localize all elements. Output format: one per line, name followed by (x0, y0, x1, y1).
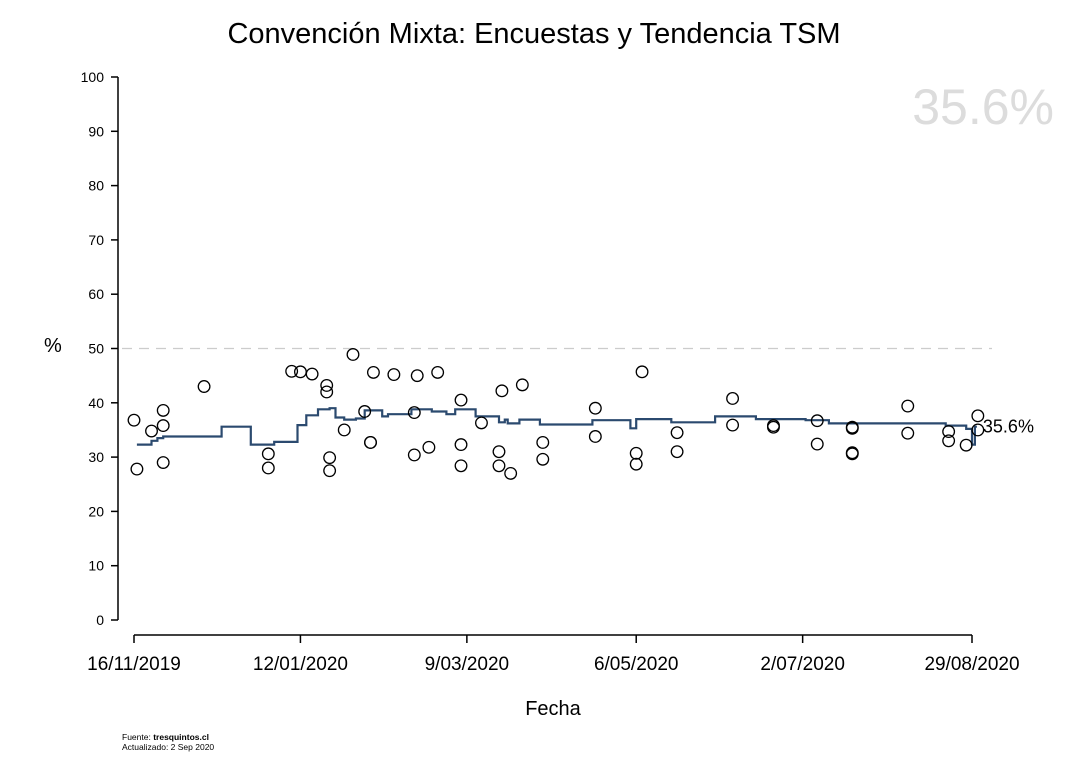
trend-end-label: 35.6% (983, 417, 1034, 437)
poll-point (407, 406, 421, 420)
x-tick-label: 9/03/2020 (425, 654, 510, 675)
poll-point (670, 426, 684, 440)
poll-point (515, 378, 529, 392)
poll-point (726, 392, 740, 405)
y-tick-label: 70 (88, 232, 104, 248)
poll-point (454, 393, 468, 407)
poll-point (726, 418, 740, 432)
source-label: Fuente: (122, 732, 151, 742)
poll-point (845, 447, 859, 461)
poll-point (346, 348, 360, 361)
y-tick-label: 60 (88, 286, 104, 302)
poll-point (145, 424, 158, 438)
poll-point (495, 384, 509, 398)
poll-point (959, 438, 973, 452)
poll-point (454, 459, 468, 473)
poll-point (492, 445, 506, 459)
poll-point (845, 421, 859, 435)
poll-point (366, 365, 380, 379)
poll-point (766, 420, 780, 434)
source-line: Fuente: tresquintos.cl (122, 732, 214, 742)
y-tick-label: 90 (88, 123, 104, 139)
poll-point (156, 403, 170, 417)
poll-point (810, 414, 824, 428)
latest-value-watermark: 35.6% (912, 79, 1054, 135)
y-tick-label: 10 (88, 558, 104, 574)
x-axis-label: Fecha (525, 698, 581, 720)
chart-title: Convención Mixta: Encuestas y Tendencia … (227, 18, 841, 50)
poll-point (431, 365, 445, 379)
poll-point (410, 369, 424, 383)
poll-point (536, 435, 550, 449)
poll-point (407, 448, 421, 462)
poll-point (261, 461, 275, 475)
poll-point (337, 423, 351, 437)
poll-point (320, 385, 334, 399)
poll-point (845, 446, 859, 460)
poll-point (127, 413, 141, 427)
x-tick-label: 6/05/2020 (594, 654, 679, 675)
x-tick-label: 16/11/2019 (87, 654, 181, 675)
trend-line (136, 407, 977, 446)
poll-point (130, 462, 144, 476)
poll-point (670, 445, 684, 459)
poll-point (293, 365, 307, 379)
poll-point (364, 435, 377, 449)
poll-point (323, 451, 337, 465)
poll-point (971, 409, 985, 423)
poll-point (387, 368, 401, 382)
poll-point (422, 440, 436, 454)
y-tick-label: 0 (96, 612, 104, 628)
poll-point (261, 447, 275, 461)
poll-point (536, 452, 550, 466)
poll-point (635, 365, 649, 379)
poll-point (305, 367, 319, 381)
poll-point (358, 405, 372, 418)
y-tick-label: 80 (88, 178, 104, 194)
y-tick-label: 30 (88, 449, 104, 465)
poll-point (156, 419, 170, 433)
poll-point (156, 456, 170, 469)
y-tick-label: 50 (88, 341, 104, 357)
poll-point (323, 464, 337, 478)
poll-point (320, 378, 334, 392)
poll-point (588, 401, 602, 415)
x-tick-label: 2/07/2020 (760, 654, 845, 675)
y-axis-label: % (44, 335, 62, 357)
poll-point (475, 416, 488, 430)
y-tick-label: 100 (81, 69, 105, 85)
x-tick-label: 12/01/2020 (253, 654, 348, 675)
poll-point (492, 459, 506, 473)
poll-point (197, 380, 211, 393)
poll-point (810, 437, 824, 451)
x-tick-label: 29/08/2020 (924, 654, 1019, 675)
poll-point (901, 426, 915, 440)
poll-point (454, 438, 468, 452)
poll-point (942, 434, 956, 448)
updated-line: Actualizado: 2 Sep 2020 (122, 742, 215, 752)
poll-point (971, 423, 985, 437)
poll-point (588, 430, 602, 443)
poll-point (942, 425, 956, 439)
poll-point (629, 457, 643, 471)
y-tick-label: 20 (88, 503, 104, 519)
y-tick-label: 40 (88, 395, 104, 411)
poll-point (285, 364, 299, 378)
source-link[interactable]: tresquintos.cl (153, 732, 209, 742)
source-note: Fuente: tresquintos.cl Actualizado: 2 Se… (122, 732, 214, 752)
poll-point (504, 466, 518, 480)
poll-point (901, 399, 915, 413)
poll-point (629, 446, 643, 460)
